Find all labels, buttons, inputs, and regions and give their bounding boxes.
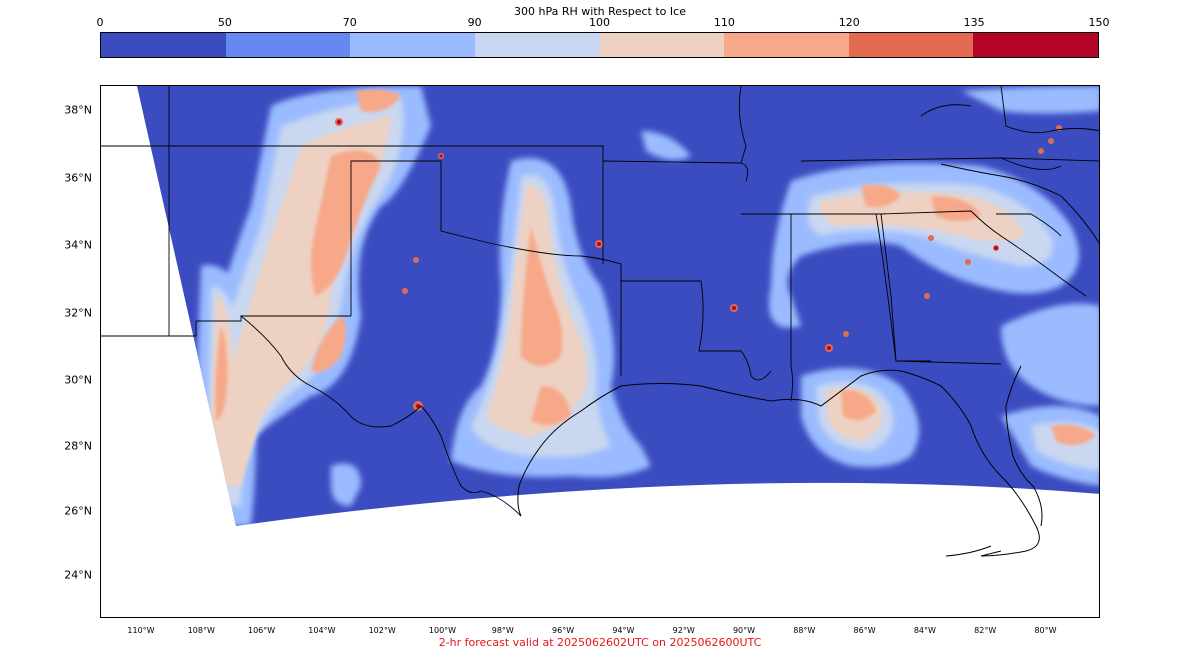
colorbar-tick-label: 0: [96, 16, 104, 29]
rh-band-110-120: [215, 89, 1096, 445]
forecast-valid-footer: 2-hr forecast valid at 2025062602UTC on …: [438, 636, 762, 649]
latitude-label: 38°N: [64, 103, 92, 117]
longitude-label: 102°W: [368, 626, 396, 635]
colorbar-segment: [101, 33, 226, 57]
colorbar-title: 300 hPa RH with Respect to Ice: [514, 5, 686, 18]
colorbar-tick-label: 100: [589, 16, 610, 29]
colorbar-segment: [724, 33, 849, 57]
coastline: [517, 365, 1043, 557]
latitude-label: 34°N: [64, 238, 92, 252]
latitude-label: 28°N: [64, 439, 92, 453]
colorbar-tick-label: 110: [713, 16, 735, 29]
colorbar-segment: [599, 33, 725, 57]
colorbar: [100, 32, 1099, 58]
latitude-label: 24°N: [64, 568, 92, 582]
colorbar-segment: [973, 33, 1098, 57]
longitude-label: 104°W: [308, 626, 336, 635]
colorbar-tick-label: 120: [838, 16, 860, 29]
longitude-label: 110°W: [127, 626, 155, 635]
longitude-label: 80°W: [1034, 626, 1057, 635]
longitude-label: 86°W: [853, 626, 876, 635]
colorbar-segment: [225, 33, 351, 57]
longitude-label: 98°W: [491, 626, 514, 635]
map-canvas: [101, 86, 1099, 557]
longitude-label: 82°W: [974, 626, 997, 635]
longitude-label: 90°W: [732, 626, 756, 635]
colorbar-tick-label: 50: [217, 16, 232, 29]
latitude-label: 30°N: [64, 373, 92, 387]
longitude-label: 106°W: [248, 626, 276, 635]
state-boundaries: [101, 86, 1099, 517]
colorbar-tick-label: 90: [467, 16, 482, 29]
colorbar-tick-label: 150: [1088, 16, 1110, 29]
longitude-label: 88°W: [793, 626, 816, 635]
colorbar-tick-label: 135: [963, 16, 985, 29]
longitude-label: 96°W: [552, 626, 575, 635]
colorbar-segment: [350, 33, 475, 57]
longitude-label: 94°W: [612, 626, 635, 635]
colorbar-tick-label: 70: [342, 16, 357, 29]
rh-band-135-150: [337, 120, 998, 408]
longitude-label: 100°W: [428, 626, 457, 635]
colorbar-segment: [848, 33, 974, 57]
colorbar-segment: [474, 33, 600, 57]
longitude-label: 84°W: [913, 626, 936, 635]
map-frame: [100, 85, 1100, 618]
latitude-label: 36°N: [64, 171, 92, 185]
latitude-label: 32°N: [64, 306, 92, 320]
latitude-label: 26°N: [64, 504, 92, 518]
longitude-label: 92°W: [672, 626, 695, 635]
longitude-label: 108°W: [187, 626, 215, 635]
